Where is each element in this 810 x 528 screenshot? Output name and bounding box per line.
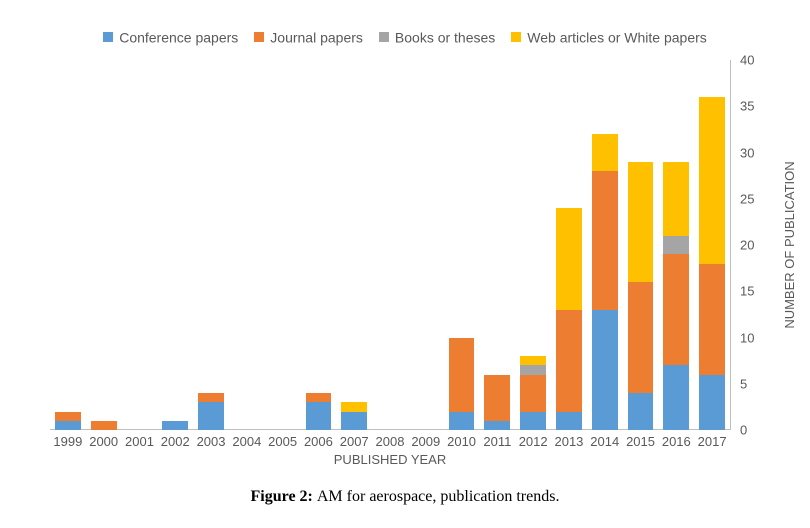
legend-item-journal: Journal papers <box>254 28 363 45</box>
legend-swatch-conference <box>103 32 113 42</box>
bar-segment-journal <box>520 375 546 412</box>
figure-caption: Figure 2: AM for aerospace, publication … <box>0 488 810 506</box>
bar-segment-conference <box>520 412 546 431</box>
bar-segment-web <box>341 402 367 411</box>
y-axis-title: NUMBER OF PUBLICATION <box>782 78 797 245</box>
y-tick-label: 0 <box>740 423 768 438</box>
legend-swatch-web <box>511 32 521 42</box>
y-tick-label: 10 <box>740 330 768 345</box>
y-tick-label: 40 <box>740 53 768 68</box>
legend-item-books: Books or theses <box>379 28 495 45</box>
bar-segment-journal <box>556 310 582 412</box>
bar-segment-conference <box>592 310 618 430</box>
bar-segment-conference <box>484 421 510 430</box>
y-tick-label: 5 <box>740 376 768 391</box>
bar-segment-journal <box>484 375 510 421</box>
bar-segment-journal <box>449 338 475 412</box>
bar-segment-journal <box>663 254 689 365</box>
chart-container: Conference papers Journal papers Books or … <box>0 0 810 528</box>
y-tick-label: 15 <box>740 284 768 299</box>
legend-item-conference: Conference papers <box>103 28 238 45</box>
bar-segment-conference <box>699 375 725 431</box>
legend-label-web: Web articles or White papers <box>527 29 706 45</box>
legend-label-conference: Conference papers <box>119 29 238 45</box>
legend-swatch-books <box>379 32 389 42</box>
x-tick-label: 2017 <box>686 430 738 449</box>
bar-segment-journal <box>628 282 654 393</box>
bar-segment-conference <box>556 412 582 431</box>
plot-area: 1999200020012002200320042005200620072008… <box>50 60 730 430</box>
y-axis-line <box>730 60 731 430</box>
bar-segment-conference <box>628 393 654 430</box>
bar-segment-web <box>663 162 689 236</box>
legend-swatch-journal <box>254 32 264 42</box>
bar-segment-web <box>520 356 546 365</box>
bar-segment-journal <box>306 393 332 402</box>
bar-segment-books <box>520 365 546 374</box>
bar-segment-web <box>592 134 618 171</box>
y-tick-label: 35 <box>740 99 768 114</box>
bar-segment-journal <box>198 393 224 402</box>
bar-segment-conference <box>449 412 475 431</box>
bar-segment-web <box>628 162 654 282</box>
bar-segment-journal <box>592 171 618 310</box>
y-tick-label: 25 <box>740 191 768 206</box>
x-axis-title: PUBLISHED YEAR <box>50 452 730 467</box>
legend-label-journal: Journal papers <box>270 29 363 45</box>
bar-segment-conference <box>663 365 689 430</box>
bar-segment-conference <box>341 412 367 431</box>
bar-segment-journal <box>91 421 117 430</box>
bar-segment-books <box>663 236 689 255</box>
bar-segment-web <box>699 97 725 264</box>
legend-label-books: Books or theses <box>395 29 495 45</box>
bar-segment-conference <box>162 421 188 430</box>
caption-text: AM for aerospace, publication trends. <box>317 488 560 505</box>
y-tick-label: 30 <box>740 145 768 160</box>
legend-item-web: Web articles or White papers <box>511 28 706 45</box>
caption-prefix: Figure 2: <box>251 488 317 505</box>
legend: Conference papers Journal papers Books or … <box>0 28 810 46</box>
bar-segment-journal <box>699 264 725 375</box>
bar-segment-journal <box>55 412 81 421</box>
bar-segment-conference <box>306 402 332 430</box>
bar-segment-conference <box>198 402 224 430</box>
bar-segment-conference <box>55 421 81 430</box>
bar-segment-web <box>556 208 582 310</box>
y-tick-label: 20 <box>740 238 768 253</box>
